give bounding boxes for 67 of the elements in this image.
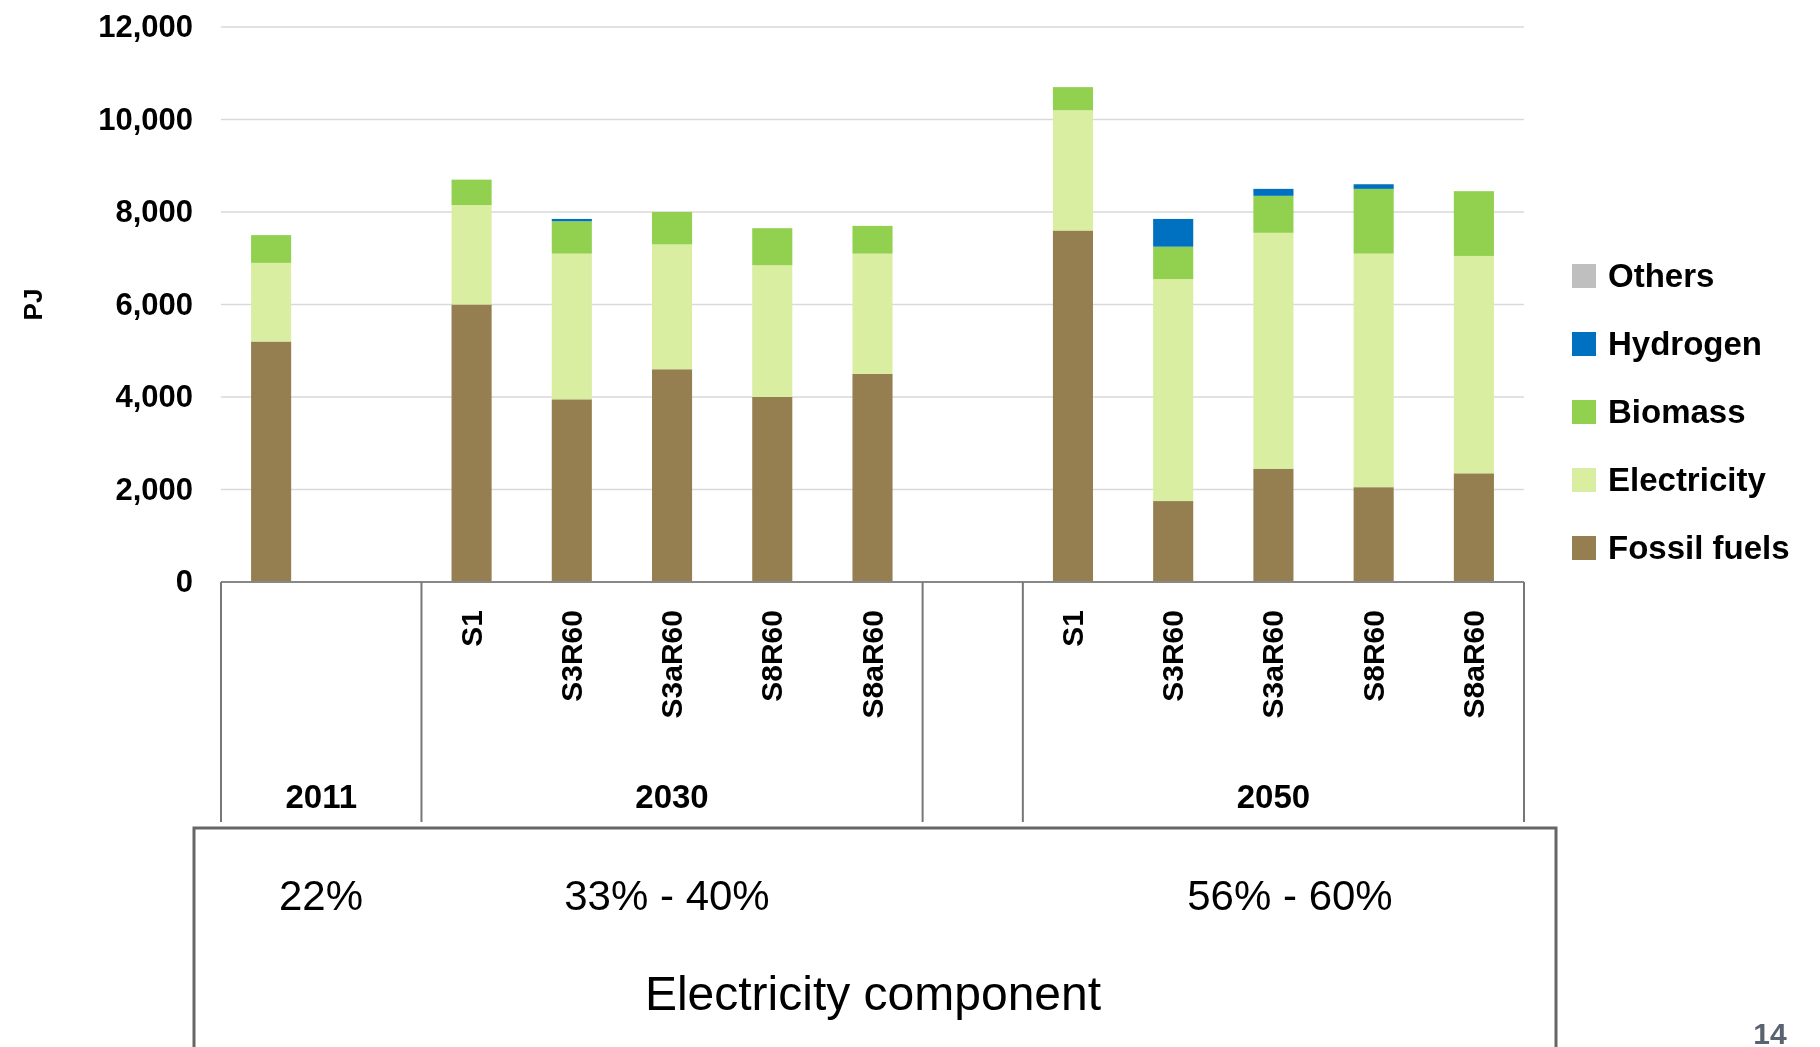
bar xyxy=(852,225,893,254)
text: 2011 xyxy=(285,778,358,815)
bar xyxy=(1153,218,1194,247)
bar xyxy=(1353,253,1394,488)
bar xyxy=(1052,87,1094,111)
bar xyxy=(1353,487,1394,582)
bar xyxy=(752,228,793,266)
y-tick-label: 10,000 xyxy=(98,101,193,137)
bar xyxy=(1353,188,1394,254)
text: 2050 xyxy=(1236,778,1311,815)
text: 33% - 40% xyxy=(564,872,770,919)
x-tick-label: S8aR60 xyxy=(1456,610,1490,719)
bar xyxy=(251,235,292,263)
x-tick-label: S3aR60 xyxy=(1256,610,1290,719)
bar xyxy=(451,179,492,206)
bar xyxy=(451,304,492,582)
bar xyxy=(1153,501,1194,582)
bar xyxy=(1253,188,1294,196)
bar xyxy=(251,262,292,342)
y-tick-label: 4,000 xyxy=(115,379,193,415)
bar xyxy=(451,205,492,305)
bar xyxy=(1253,468,1294,582)
y-tick-label: 12,000 xyxy=(98,9,193,45)
bar xyxy=(551,399,592,582)
x-tick-label: S3R60 xyxy=(1156,610,1190,702)
x-tick-label: S1 xyxy=(454,610,488,647)
bar xyxy=(752,265,793,397)
text: 14 xyxy=(1753,1017,1787,1047)
x-tick-label: S3R60 xyxy=(554,610,588,702)
legend-label: Biomass xyxy=(1608,393,1746,430)
x-tick-label: S3aR60 xyxy=(655,610,689,719)
bar xyxy=(852,253,893,374)
y-axis-title: PJ xyxy=(18,288,48,321)
bar xyxy=(1052,230,1094,582)
x-tick-label: S8aR60 xyxy=(855,610,889,719)
y-tick-label: 6,000 xyxy=(115,286,193,322)
y-tick-label: 0 xyxy=(175,564,193,600)
bar xyxy=(1052,110,1094,231)
bar xyxy=(1253,232,1294,469)
text: 22% xyxy=(278,872,364,919)
text: Electricity component xyxy=(644,967,1102,1020)
legend-label: Others xyxy=(1608,257,1715,294)
bar xyxy=(1253,195,1294,233)
x-tick-label: S8R60 xyxy=(755,610,789,702)
x-tick-label: S1 xyxy=(1055,610,1089,647)
bar xyxy=(852,373,893,582)
legend-label: Electricity xyxy=(1608,461,1767,498)
bar xyxy=(1453,255,1494,474)
bar xyxy=(1353,184,1394,189)
bar xyxy=(551,221,592,254)
legend-label: Fossil fuels xyxy=(1608,529,1790,566)
bar xyxy=(1453,473,1494,582)
bar xyxy=(1153,246,1194,280)
y-tick-label: 2,000 xyxy=(115,471,193,507)
bar xyxy=(651,212,693,245)
bar xyxy=(1453,191,1494,256)
legend-label: Hydrogen xyxy=(1608,325,1763,362)
text: 2030 xyxy=(635,778,709,815)
x-tick-label: S8R60 xyxy=(1356,610,1390,702)
bar xyxy=(251,341,292,582)
bar xyxy=(752,397,793,582)
bar xyxy=(1153,279,1194,502)
y-tick-label: 8,000 xyxy=(115,194,193,230)
bar xyxy=(651,244,693,370)
bar xyxy=(551,253,592,400)
bar xyxy=(651,369,693,582)
text: 56% - 60% xyxy=(1187,872,1393,919)
